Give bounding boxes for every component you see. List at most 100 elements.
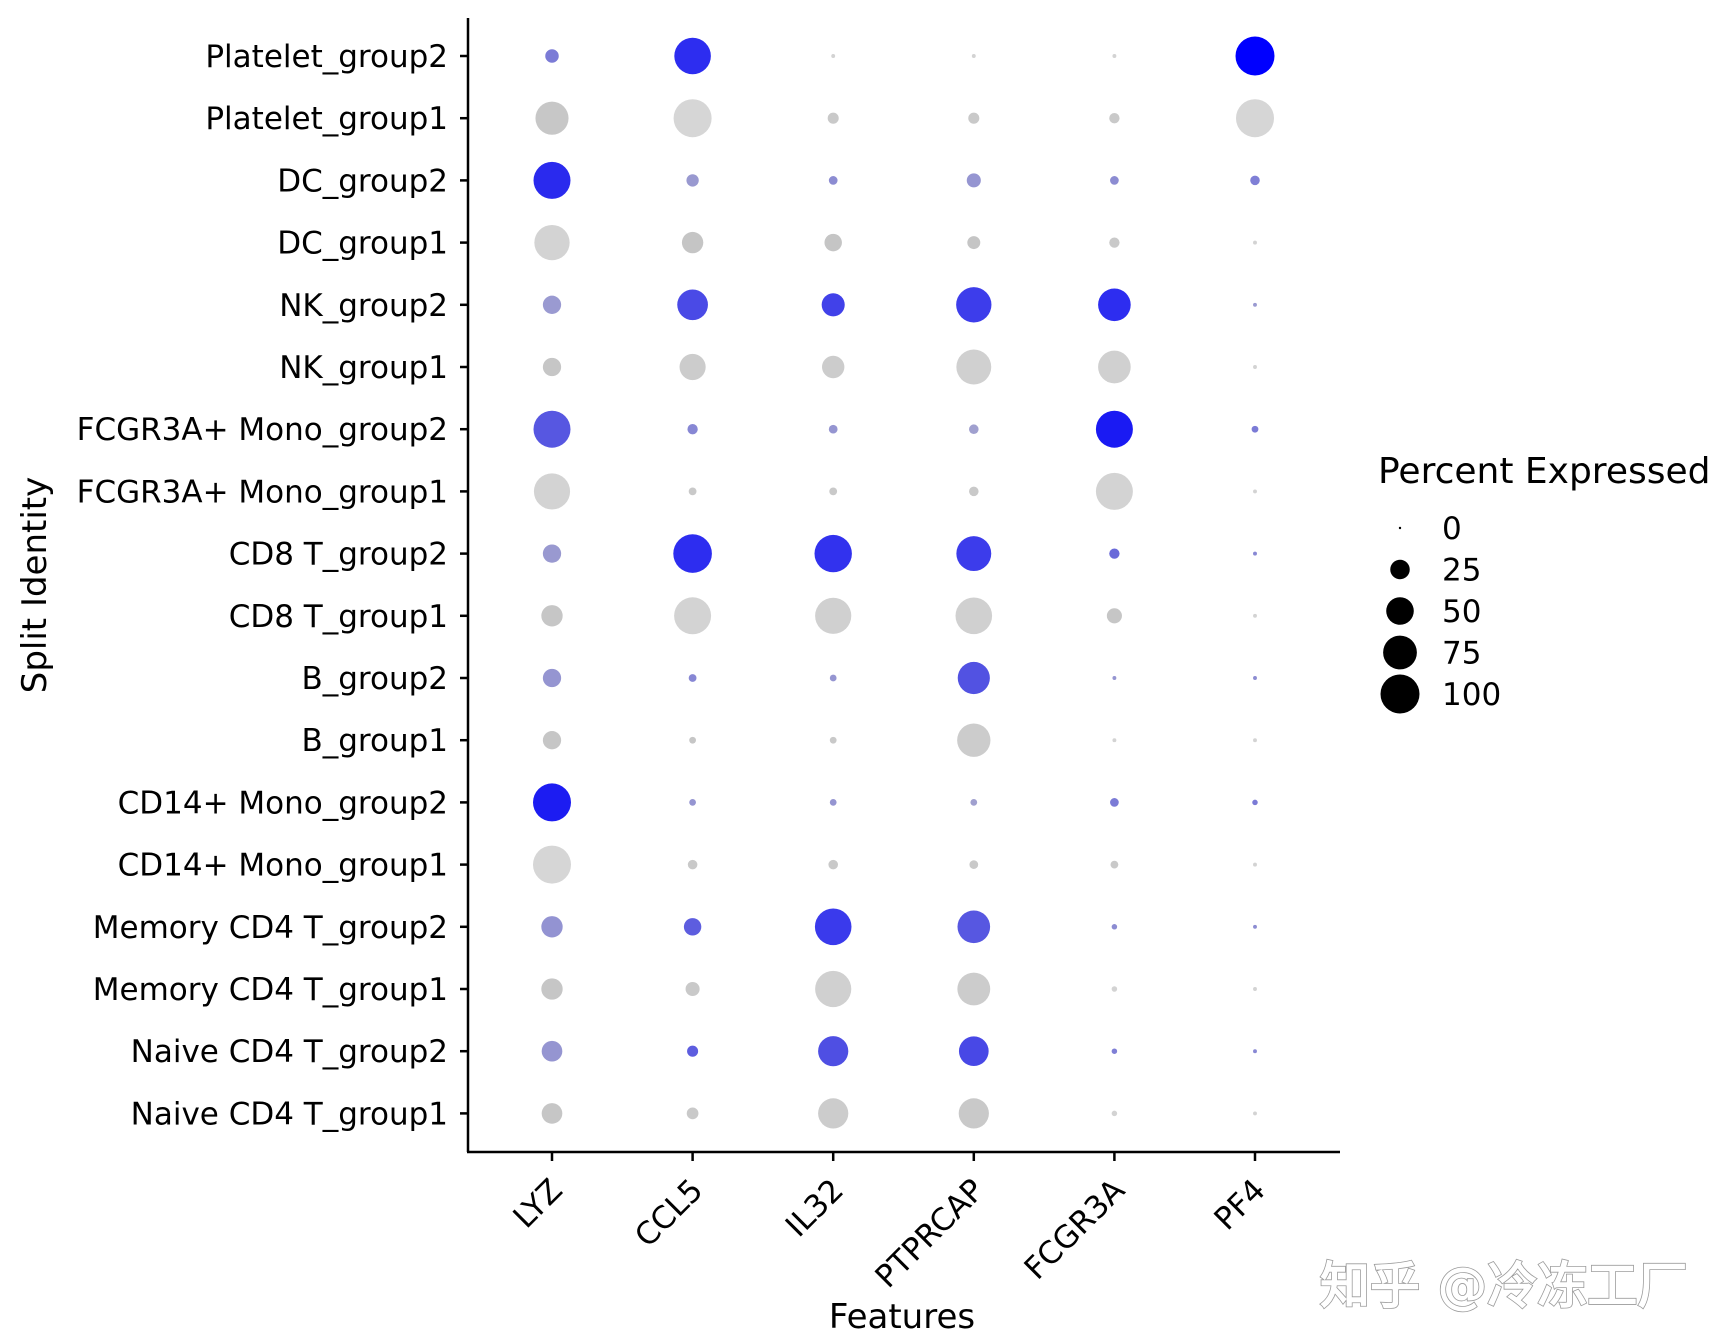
x-tick-label: CCL5 xyxy=(628,1172,710,1254)
legend-label: 75 xyxy=(1442,636,1481,672)
y-tick-label: FCGR3A+ Mono_group2 xyxy=(77,412,448,448)
dot xyxy=(1106,608,1122,624)
dot xyxy=(674,597,712,635)
dot xyxy=(958,1098,989,1129)
dot xyxy=(689,736,696,744)
dot xyxy=(1251,425,1259,433)
dot xyxy=(1109,548,1120,559)
y-tick-label: NK_group1 xyxy=(279,350,448,386)
y-axis-tick-labels: Platelet_group2 Platelet_group1 DC_group2 D… xyxy=(77,39,448,1132)
x-axis-title: Features xyxy=(829,1297,975,1337)
dot xyxy=(970,799,978,806)
dot xyxy=(829,674,837,682)
dot xyxy=(818,1036,849,1067)
dot xyxy=(542,295,562,314)
legend-dot xyxy=(1398,526,1402,530)
dot xyxy=(1098,350,1131,384)
y-tick-label: NK_group2 xyxy=(279,288,448,324)
legend-title: Percent Expressed xyxy=(1378,451,1710,492)
dot xyxy=(1112,54,1117,58)
dot xyxy=(821,355,845,379)
dot xyxy=(957,661,990,695)
dot xyxy=(828,424,838,434)
dot xyxy=(814,534,852,573)
dot xyxy=(1095,472,1133,510)
dot xyxy=(1253,738,1257,743)
y-tick-label: DC_group1 xyxy=(277,226,448,262)
dot xyxy=(1253,489,1257,494)
dot xyxy=(969,424,979,434)
y-tick-label: Naive CD4 T_group1 xyxy=(131,1096,448,1132)
dot xyxy=(814,908,852,946)
dot xyxy=(1111,924,1118,930)
dot xyxy=(673,99,712,138)
dot xyxy=(687,1045,699,1057)
dot xyxy=(1253,987,1257,991)
dot xyxy=(541,916,563,938)
dot xyxy=(1253,924,1257,929)
dot xyxy=(533,161,571,199)
dot xyxy=(957,972,991,1006)
dot xyxy=(1110,798,1119,807)
y-tick-label: Memory CD4 T_group1 xyxy=(93,972,448,1008)
dot xyxy=(957,910,991,944)
dot-layer xyxy=(532,36,1275,1129)
dot xyxy=(1253,862,1257,867)
dot xyxy=(677,289,708,321)
x-tick-label: IL32 xyxy=(779,1172,851,1244)
legend-label: 50 xyxy=(1442,594,1481,630)
y-tick-label: B_group1 xyxy=(301,723,448,759)
dot xyxy=(545,49,559,63)
legend-dot xyxy=(1390,559,1410,580)
dot xyxy=(1252,799,1258,806)
y-tick-label: CD14+ Mono_group2 xyxy=(118,785,448,821)
dot xyxy=(828,176,838,185)
legend-dot xyxy=(1386,597,1414,625)
dot xyxy=(971,54,976,58)
dot xyxy=(828,859,838,870)
dot xyxy=(956,287,992,323)
dot xyxy=(1112,738,1117,743)
dot xyxy=(821,293,845,317)
dot xyxy=(541,605,563,627)
dot xyxy=(956,536,992,572)
watermark: 知乎 @冷冻工厂 xyxy=(1320,1257,1687,1315)
dot xyxy=(1110,860,1119,869)
y-tick-label: Platelet_group1 xyxy=(205,101,448,137)
dot xyxy=(967,236,981,250)
dot xyxy=(1253,302,1257,307)
dot xyxy=(827,112,839,124)
dot xyxy=(541,1103,563,1124)
y-tick-label: CD14+ Mono_group1 xyxy=(118,848,448,884)
dot xyxy=(541,978,563,1000)
dot xyxy=(533,410,571,448)
dot xyxy=(1109,237,1120,248)
y-tick-label: Platelet_group2 xyxy=(205,39,448,75)
size-legend: Percent Expressed 0 25 50 75 100 xyxy=(1378,451,1710,714)
dot xyxy=(1253,1049,1257,1054)
dot xyxy=(1253,240,1257,245)
dot xyxy=(829,487,838,496)
y-axis-ticks xyxy=(460,54,468,1115)
dot xyxy=(824,233,842,252)
dot xyxy=(1111,1048,1118,1054)
dot xyxy=(1095,410,1133,448)
dot xyxy=(1235,99,1275,138)
dot xyxy=(534,224,570,261)
dot xyxy=(1253,676,1257,680)
dot xyxy=(1109,113,1120,124)
dot xyxy=(686,1107,699,1120)
legend-dot xyxy=(1383,635,1417,670)
y-tick-label: FCGR3A+ Mono_group1 xyxy=(77,474,448,510)
dot xyxy=(542,731,562,750)
dot xyxy=(1253,613,1257,618)
dot xyxy=(956,349,992,385)
x-tick-label: FCGR3A xyxy=(1018,1172,1133,1287)
legend-label: 100 xyxy=(1442,677,1501,713)
dot xyxy=(958,1036,989,1067)
dot xyxy=(955,597,993,635)
x-axis-ticks xyxy=(550,1152,1257,1161)
legend-items: 0 25 50 75 100 xyxy=(1380,511,1501,714)
dot xyxy=(969,860,979,869)
